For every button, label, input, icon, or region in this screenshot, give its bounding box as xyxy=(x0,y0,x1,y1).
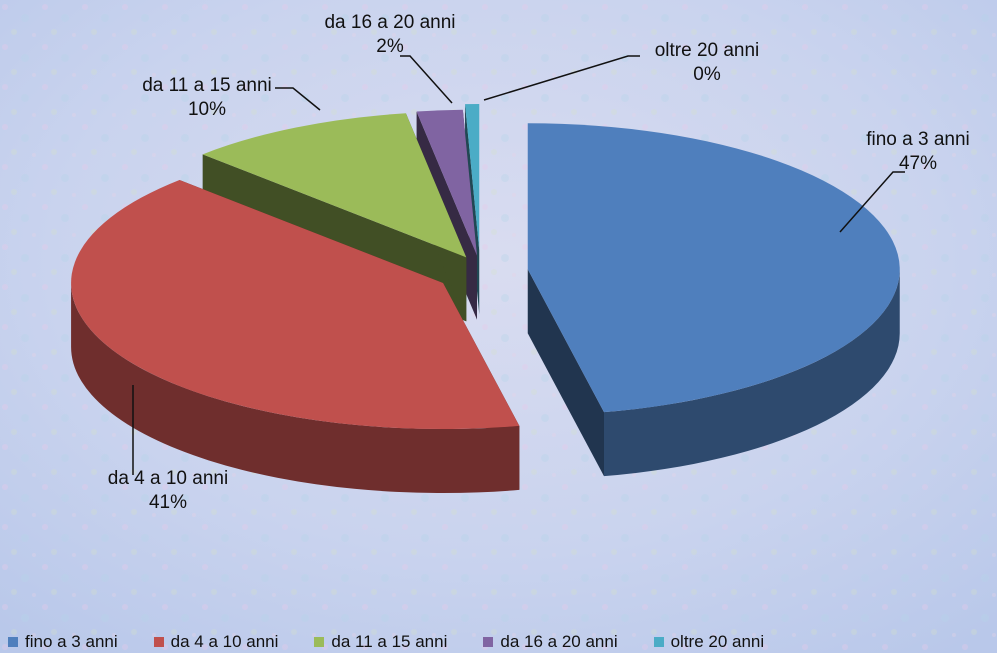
data-label-category: da 16 a 20 anni xyxy=(324,12,456,33)
data-label-fino-a-3-anni: fino a 3 anni 47% xyxy=(858,128,978,176)
pie-slice-da-4-a-10-anni xyxy=(71,180,520,430)
data-label-category: fino a 3 anni xyxy=(866,129,970,150)
pie-slice-da-16-a-20-anni xyxy=(416,109,477,256)
legend-item-oltre-20-anni: oltre 20 anni xyxy=(653,631,765,652)
leader-line-da-16-a-20-anni xyxy=(400,55,453,104)
data-label-percent: 2% xyxy=(376,36,404,57)
data-label-percent: 10% xyxy=(187,99,227,120)
data-label-category: da 11 a 15 anni xyxy=(142,75,272,96)
pie-top-layer xyxy=(71,55,905,475)
data-label-percent: 47% xyxy=(898,153,938,174)
data-label-percent: 41% xyxy=(148,492,188,513)
legend-item-da-16-a-20-anni: da 16 a 20 anni xyxy=(483,631,618,652)
legend-label: oltre 20 anni xyxy=(670,631,765,651)
pie-slice-oltre-20-anni xyxy=(465,104,480,251)
legend-swatch xyxy=(314,636,325,647)
pie-side-da-4-a-10-anni-0 xyxy=(71,283,520,494)
pie-side-fino-a-3-anni-0 xyxy=(603,269,900,477)
pie-slice-da-11-a-15-anni xyxy=(202,113,467,258)
legend-swatch xyxy=(153,636,164,647)
pie-wall-fino-a-3-anni-1 xyxy=(527,269,604,477)
data-label-percent: 0% xyxy=(693,64,721,85)
legend-label: fino a 3 anni xyxy=(25,631,118,651)
pie-slice-fino-a-3-anni xyxy=(527,123,900,413)
data-label-da-11-a-15-anni: da 11 a 15 anni 10% xyxy=(122,74,292,122)
data-label-da-4-a-10-anni: da 4 a 10 anni 41% xyxy=(88,467,248,515)
legend-label: da 4 a 10 anni xyxy=(170,631,279,651)
data-label-oltre-20-anni: oltre 20 anni 0% xyxy=(627,39,787,87)
legend-item-da-4-a-10-anni: da 4 a 10 anni xyxy=(153,631,279,652)
leader-line-oltre-20-anni xyxy=(483,55,640,101)
legend-label: da 11 a 15 anni xyxy=(331,631,448,651)
leader-line-da-11-a-15-anni xyxy=(275,87,321,111)
data-label-category: da 4 a 10 anni xyxy=(107,468,229,489)
data-label-category: oltre 20 anni xyxy=(654,40,760,61)
legend-item-fino-a-3-anni: fino a 3 anni xyxy=(8,632,118,652)
legend-label: da 16 a 20 anni xyxy=(500,631,618,651)
data-label-da-16-a-20-anni: da 16 a 20 anni 2% xyxy=(305,11,475,59)
leader-line-fino-a-3-anni xyxy=(839,171,905,233)
chart-legend: fino a 3 anni da 4 a 10 anni da 11 a 15 … xyxy=(0,630,997,653)
legend-item-da-11-a-15-anni: da 11 a 15 anni xyxy=(314,632,447,652)
legend-swatch xyxy=(483,636,494,647)
legend-swatch xyxy=(8,636,18,647)
legend-swatch xyxy=(653,636,664,647)
